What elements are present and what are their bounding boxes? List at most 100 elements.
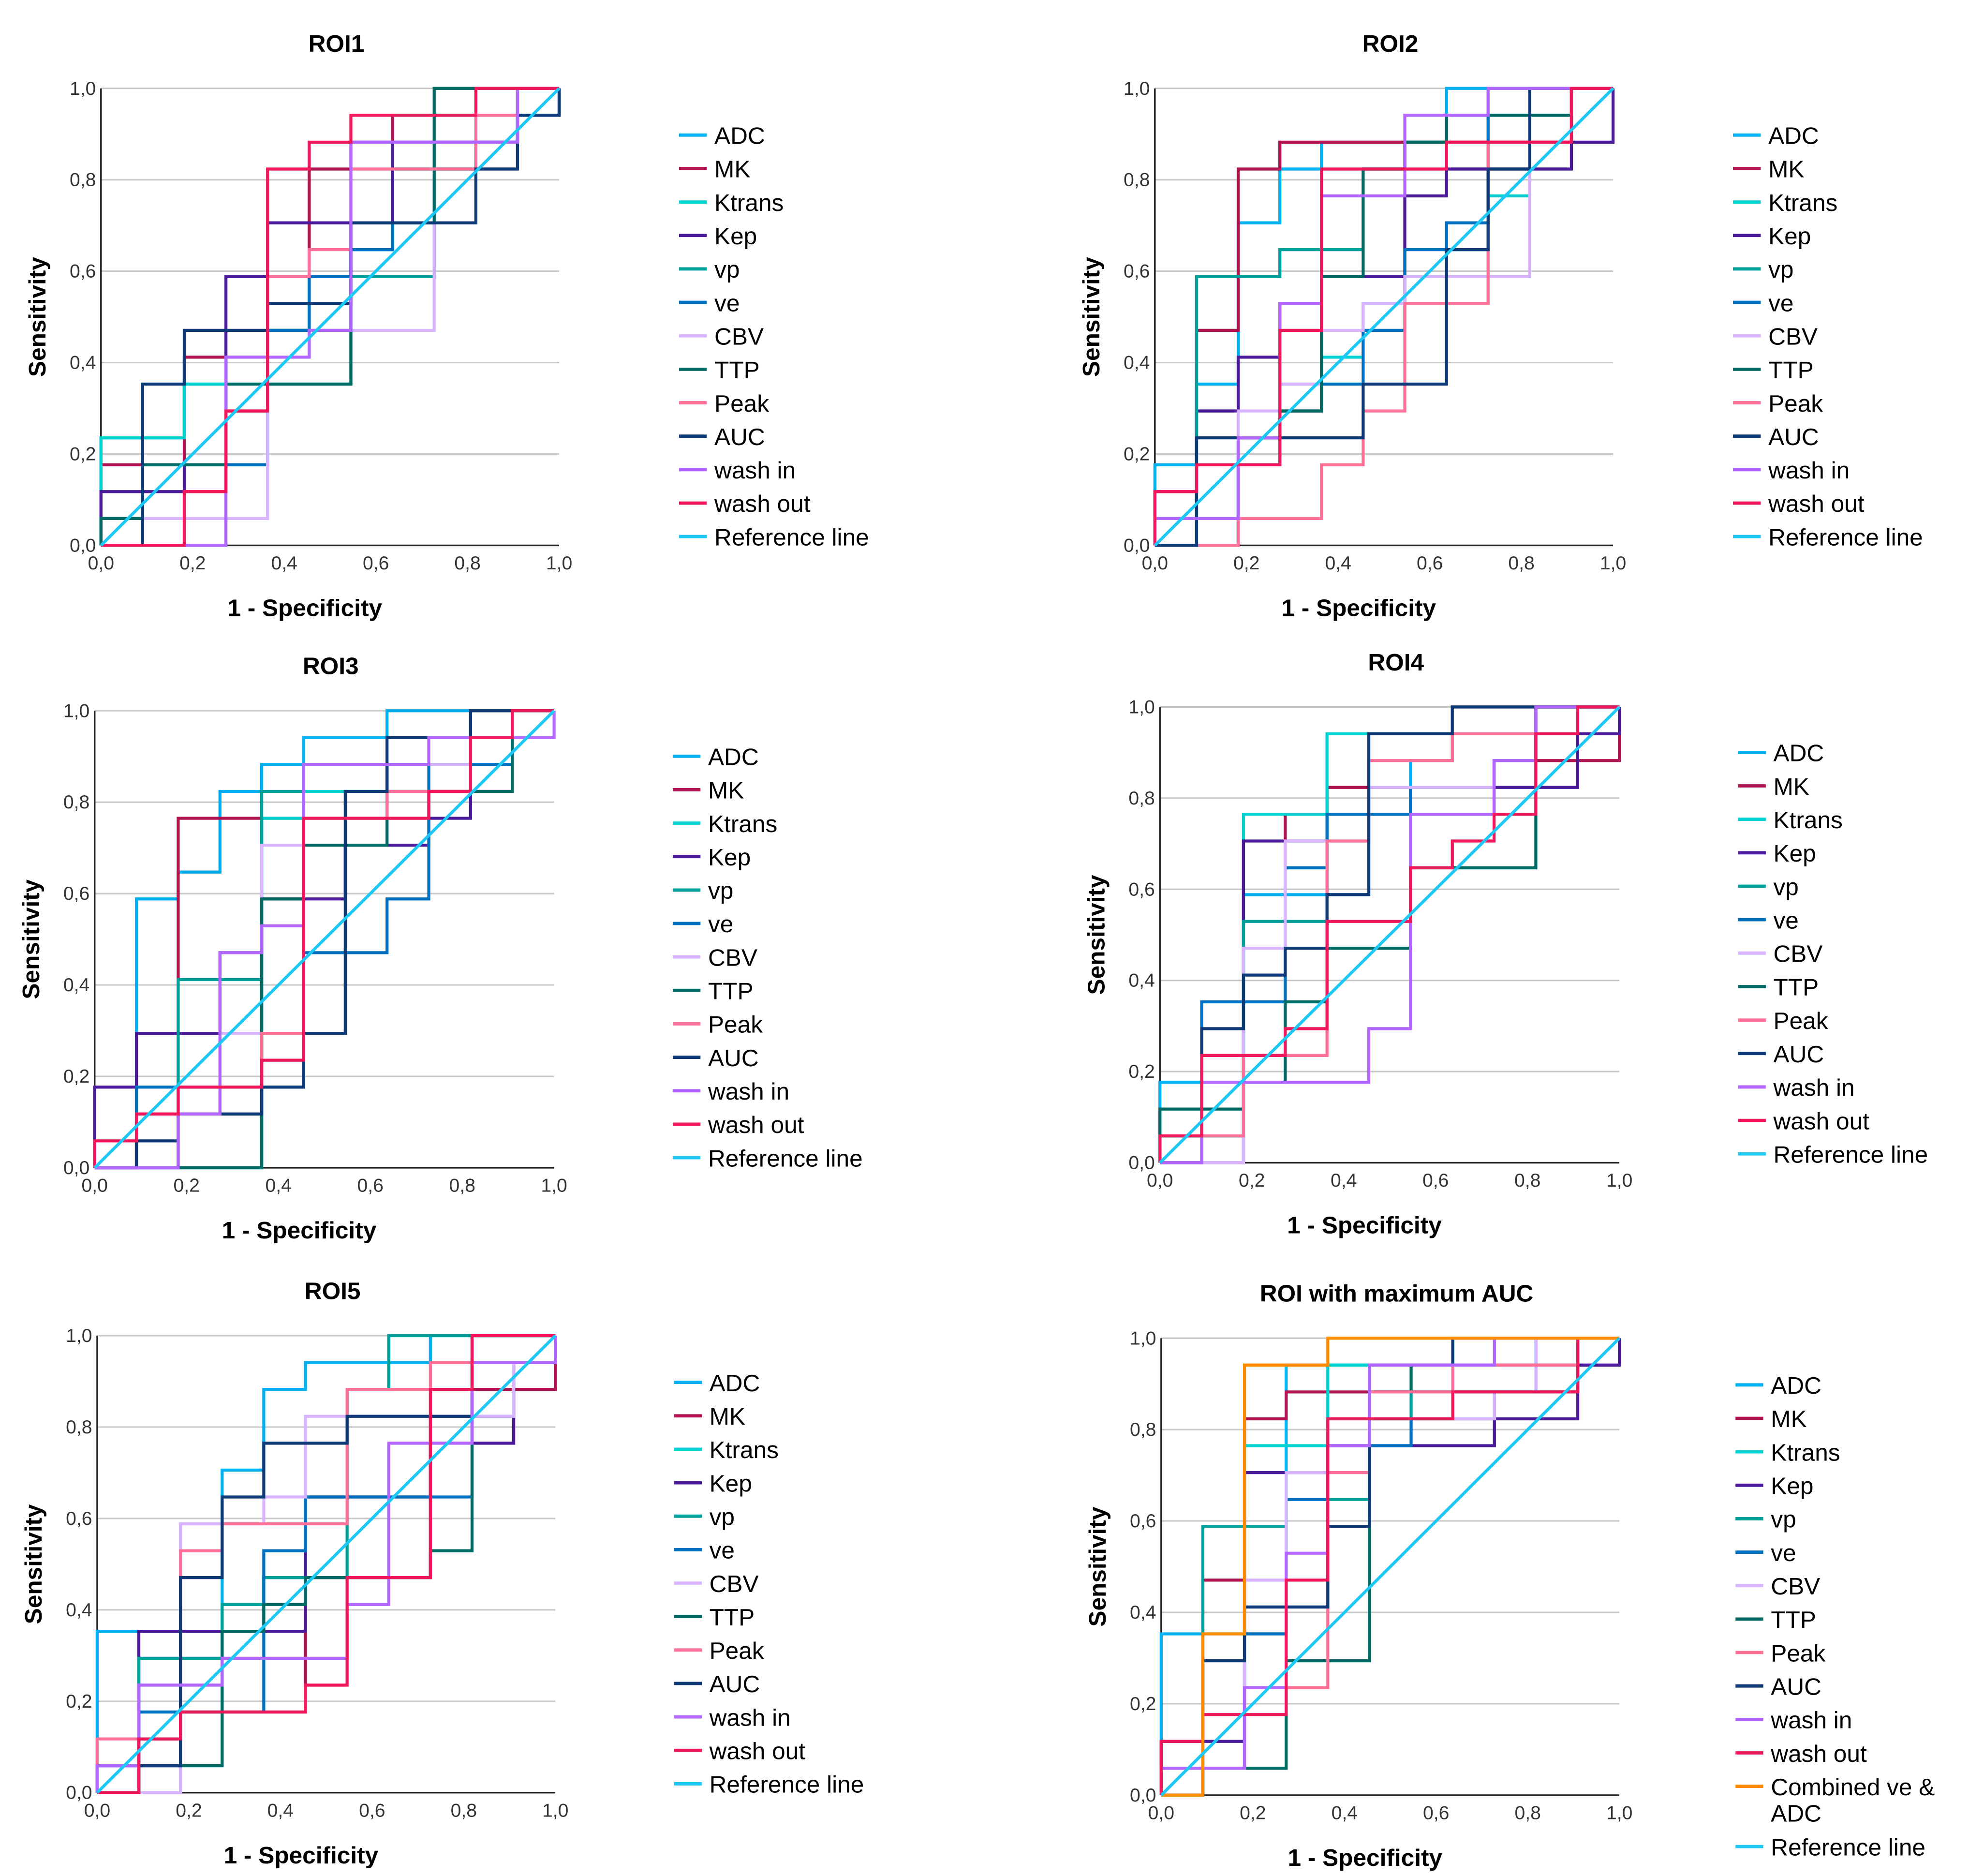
legend: ADC MK Ktrans Kep vp ve CBV TTP Peak AUC wash in wa… (1735, 1372, 1935, 1861)
roc-panel-roi5: 0,00,0 0,2 0,2 0,4 0,4 0,6 0,6 0,8 0,8 1,0 1,0 ROI5… (20, 1277, 864, 1868)
y-tick-label: 0,2 (70, 444, 96, 465)
reference-line (1160, 1337, 1621, 1797)
y-tick-label: 0,0 (63, 1158, 89, 1178)
legend-label: CBV (708, 944, 757, 971)
legend-label: AUC (708, 1044, 759, 1072)
legend-label: CBV (1768, 323, 1818, 350)
y-tick-label: 0,0 (70, 535, 96, 556)
x-tick-label: 0,8 (449, 1176, 475, 1196)
legend-label: wash in (709, 1704, 791, 1731)
legend-label: ve (708, 910, 733, 938)
roc-curve-wash-out (101, 87, 560, 547)
x-tick-label: 1,0 (1606, 1803, 1632, 1824)
legend-label: Peak (708, 1011, 763, 1038)
y-tick-label: 0,6 (1124, 261, 1150, 282)
x-axis-label: 1 - Specificity (1287, 1212, 1442, 1239)
x-tick-label: 0,0 (82, 1176, 108, 1196)
legend-label: AUC (710, 1670, 760, 1697)
legend-label: wash out (1770, 1740, 1867, 1767)
y-tick-label: 1,0 (70, 78, 96, 99)
legend-label: Kep (1768, 223, 1811, 250)
x-tick-label: 0,8 (1514, 1803, 1540, 1824)
legend-label: ve (1768, 289, 1793, 316)
panel-title: ROI4 (1368, 649, 1424, 676)
legend-label: Reference line (714, 523, 869, 551)
y-tick-label: 1,0 (1128, 697, 1155, 717)
y-tick-label: 0,0 (66, 1783, 92, 1803)
x-tick-label: 0,2 (179, 553, 206, 574)
roc-curve-wash-in (1153, 87, 1614, 546)
legend-label: Reference line (1771, 1833, 1925, 1861)
legend-label: Ktrans (708, 810, 777, 837)
legend: ADC MK Ktrans Kep vp ve CBV TTP Peak AUC wash in wa… (679, 122, 869, 551)
legend-label: Peak (1774, 1007, 1828, 1034)
roc-panel-roi2: 0,00,0 0,2 0,2 0,4 0,4 0,6 0,6 0,8 0,8 1,0 1,0 ROI2… (1078, 30, 1923, 621)
x-tick-label: 0,6 (1417, 553, 1443, 574)
legend-label: vp (1771, 1506, 1796, 1533)
roc-panel-roi4: 0,00,0 0,2 0,2 0,4 0,4 0,6 0,6 0,8 0,8 1,0 1,0 ROI4… (1082, 649, 1928, 1239)
legend-label: TTP (1771, 1606, 1816, 1633)
y-tick-label: 0,8 (63, 792, 89, 813)
legend-label: vp (714, 256, 740, 283)
roc-curve-wash-in (101, 87, 560, 547)
legend: ADC MK Ktrans Kep vp ve CBV TTP Peak AUC wash in wa… (674, 1370, 864, 1798)
legend-label: Ktrans (1768, 189, 1837, 216)
legend-label: Peak (1768, 390, 1823, 417)
legend-label: wash out (1773, 1107, 1870, 1134)
legend-label: Kep (1774, 840, 1816, 867)
y-tick-label: 1,0 (1124, 78, 1150, 99)
roc-curve-wash-out (93, 709, 554, 1168)
legend: ADC MK Ktrans Kep vp ve CBV TTP Peak AUC wash in wa… (672, 743, 863, 1172)
x-axis-label: 1 - Specificity (222, 1217, 377, 1244)
x-tick-label: 0,4 (1331, 1170, 1357, 1191)
y-tick-label: 0,6 (63, 883, 89, 904)
roc-panel-roi3: 0,00,0 0,2 0,2 0,4 0,4 0,6 0,6 0,8 0,8 1,0 1,0 ROI3… (17, 653, 863, 1244)
legend-label: wash in (714, 457, 796, 484)
x-axis-label: 1 - Specificity (1281, 595, 1436, 622)
x-tick-label: 0,8 (451, 1800, 477, 1821)
x-axis-label: 1 - Specificity (227, 595, 382, 622)
panel-title: ROI3 (303, 653, 359, 680)
legend-label: Combined ve & ADC (1771, 1773, 1935, 1827)
roc-panel-roi-with-maximum-auc: 0,00,0 0,2 0,2 0,4 0,4 0,6 0,6 0,8 0,8 1,0 1,0 ROI … (1084, 1280, 1935, 1871)
x-tick-label: 0,2 (176, 1800, 202, 1821)
roc-panel-roi1: 0,00,0 0,2 0,2 0,4 0,4 0,6 0,6 0,8 0,8 1,0 1,0 ROI1… (24, 30, 869, 621)
reference-line (100, 87, 561, 547)
y-axis-label: Sensitivity (24, 257, 51, 377)
legend-label: ADC (1771, 1372, 1821, 1399)
legend-label: wash in (1773, 1074, 1855, 1101)
x-tick-label: 0,4 (271, 553, 297, 574)
legend-label: vp (708, 877, 733, 904)
legend-label: MK (1774, 773, 1809, 800)
y-axis-label: Sensitivity (20, 1504, 47, 1624)
x-tick-label: 1,0 (541, 1176, 567, 1196)
y-axis-label: Sensitivity (1078, 257, 1105, 377)
legend-label: MK (1768, 156, 1804, 183)
legend-label: Peak (1771, 1639, 1825, 1667)
legend-label: MK (708, 777, 744, 804)
y-tick-label: 0,4 (70, 353, 96, 373)
y-tick-label: 0,2 (1124, 444, 1150, 465)
legend-label: Kep (708, 844, 751, 871)
x-tick-label: 0,6 (359, 1800, 385, 1821)
legend-label: Peak (710, 1637, 764, 1664)
legend-label: Reference line (1774, 1141, 1928, 1168)
legend: ADC MK Ktrans Kep vp ve CBV TTP Peak AUC wash in wa… (1738, 740, 1928, 1168)
y-tick-label: 1,0 (63, 700, 89, 721)
legend-label: Kep (714, 223, 757, 250)
roc-curve-wash-out (97, 1334, 556, 1794)
legend-label: Ktrans (1771, 1439, 1840, 1466)
x-tick-label: 0,0 (84, 1800, 110, 1821)
x-tick-label: 0,8 (454, 553, 480, 574)
x-tick-label: 0,4 (1332, 1803, 1358, 1824)
x-tick-label: 0,6 (363, 553, 389, 574)
legend-label: wash in (1770, 1707, 1852, 1734)
x-axis-label: 1 - Specificity (224, 1842, 379, 1869)
roc-curve-wash-out (1153, 87, 1614, 546)
panel-title: ROI1 (309, 30, 365, 57)
legend-label: Reference line (1768, 523, 1923, 551)
legend-label: ADC (710, 1370, 760, 1397)
reference-line (1154, 87, 1614, 547)
legend-label: AUC (1774, 1041, 1824, 1068)
roc-curve-ttp (1158, 705, 1620, 1163)
